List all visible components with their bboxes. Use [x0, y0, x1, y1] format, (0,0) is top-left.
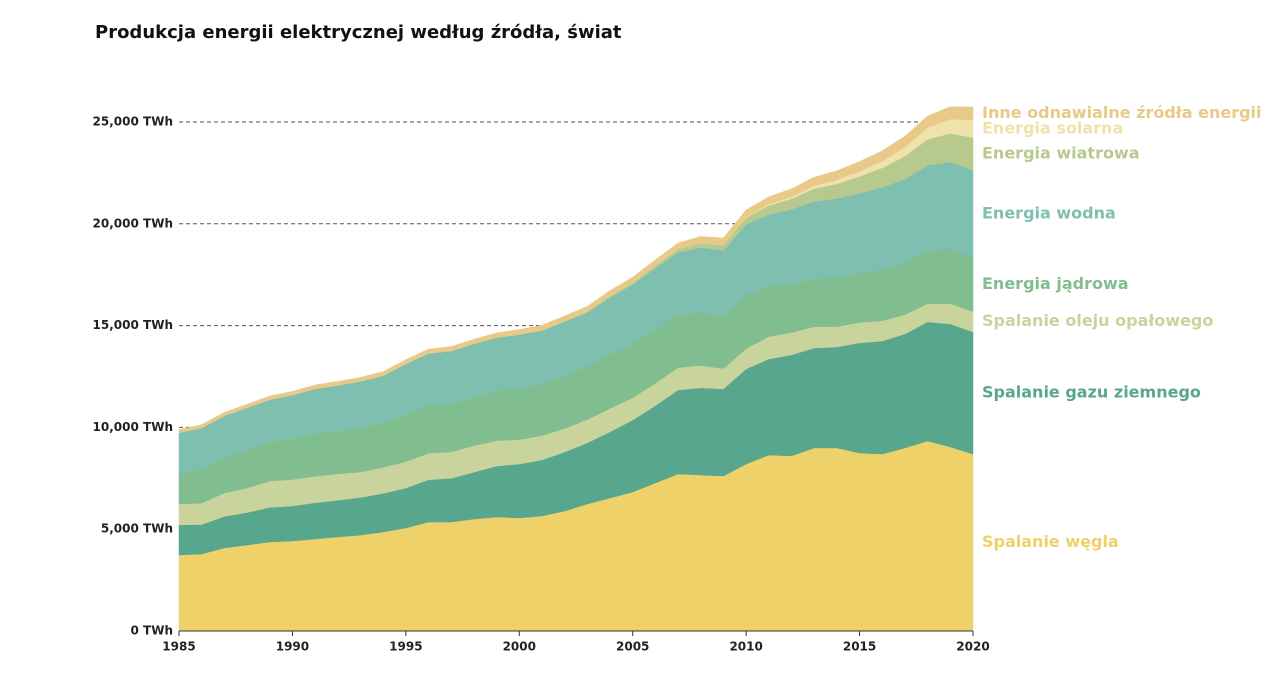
legend-label: Energia jądrowa	[982, 274, 1129, 293]
x-tick-label: 1995	[389, 640, 422, 654]
axes: 0 TWh 5,000 TWh 10,000 TWh 15,000 TWh 20,000…	[93, 115, 990, 654]
y-tick-label: 15,000 TWh	[93, 318, 173, 332]
legend-label: Spalanie oleju opałowego	[982, 311, 1213, 330]
areas	[178, 106, 974, 632]
x-tick-label: 2005	[616, 640, 649, 654]
x-tick-label: 2015	[843, 640, 876, 654]
chart-title: Produkcja energii elektrycznej według źr…	[95, 22, 622, 43]
legend-label: Energia wiatrowa	[982, 143, 1140, 162]
y-tick-label: 0 TWh	[131, 624, 174, 638]
legend-label: Spalanie gazu ziemnego	[982, 382, 1201, 401]
legend-label: Energia solarna	[982, 118, 1123, 137]
legend-label: Inne odnawialne źródła energii	[982, 103, 1262, 122]
x-tick-label: 1990	[276, 640, 309, 654]
x-tick-label: 2000	[503, 640, 536, 654]
area	[178, 106, 974, 434]
legend-label: Energia wodna	[982, 203, 1116, 222]
y-tick-label: 20,000 TWh	[93, 216, 173, 230]
x-tick-label: 2020	[956, 640, 989, 654]
y-tick-label: 5,000 TWh	[101, 522, 173, 536]
legend-label: Spalanie węgla	[982, 532, 1119, 551]
y-tick-label: 25,000 TWh	[93, 115, 173, 129]
x-tick-label: 2010	[729, 640, 762, 654]
x-tick-label: 1985	[162, 640, 195, 654]
y-tick-label: 10,000 TWh	[93, 420, 173, 434]
legend: Spalanie węgla Spalanie gazu ziemnego Spal…	[982, 103, 1262, 551]
